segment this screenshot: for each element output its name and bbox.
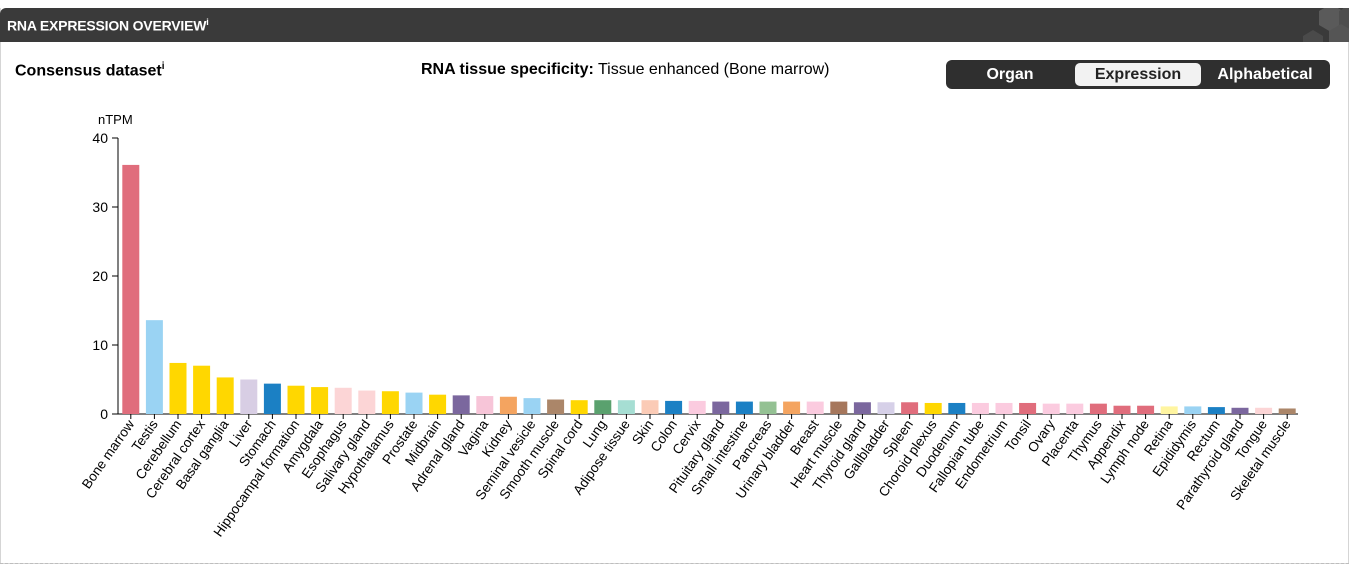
bar-epididymis[interactable] <box>1184 406 1202 414</box>
bar-prostate[interactable] <box>405 392 423 414</box>
bars <box>122 164 1296 415</box>
bar-liver[interactable] <box>240 379 258 415</box>
y-tick-label: 10 <box>92 337 108 353</box>
bar-placenta[interactable] <box>1066 403 1084 414</box>
bar-choroid-plexus[interactable] <box>924 402 942 414</box>
bar-heart-muscle[interactable] <box>830 401 848 414</box>
bar-lymph-node[interactable] <box>1137 405 1155 414</box>
bar-salivary-gland[interactable] <box>358 390 376 414</box>
bar-bone-marrow[interactable] <box>122 164 140 414</box>
bar-duodenum[interactable] <box>948 402 966 414</box>
bar-spinal-cord[interactable] <box>570 400 588 414</box>
bar-amygdala[interactable] <box>311 387 329 414</box>
bar-vagina[interactable] <box>476 396 494 414</box>
specificity-key: RNA tissue specificity: <box>421 61 594 78</box>
bar-adipose-tissue[interactable] <box>617 400 635 414</box>
bar-tonsil[interactable] <box>1019 402 1037 414</box>
sort-organ-button[interactable]: Organ <box>986 66 1034 83</box>
bar-fallopian-tube[interactable] <box>971 402 989 414</box>
specificity-value: Tissue enhanced (Bone marrow) <box>597 61 830 78</box>
y-tick-label: 40 <box>92 130 108 146</box>
panel-title-text: RNA EXPRESSION OVERVIEW <box>7 17 207 34</box>
y-tick-label: 20 <box>92 268 108 284</box>
bar-midbrain[interactable] <box>429 394 447 414</box>
bar-testis[interactable] <box>145 320 163 414</box>
y-axis: 0 10 20 30 40 <box>92 130 1298 422</box>
bar-appendix[interactable] <box>1113 405 1131 414</box>
bar-cervix[interactable] <box>688 400 706 414</box>
hexagon-decoration-icon <box>1303 8 1349 42</box>
bar-parathyroid-gland[interactable] <box>1231 407 1249 414</box>
bar-pancreas[interactable] <box>759 401 777 414</box>
bar-pituitary-gland[interactable] <box>712 401 730 414</box>
dataset-info-icon[interactable]: i <box>161 61 165 72</box>
y-tick-label: 0 <box>100 406 108 422</box>
dataset-label: Consensus dataseti <box>15 61 165 80</box>
bar-adrenal-gland[interactable] <box>452 395 470 414</box>
bar-thymus[interactable] <box>1089 403 1107 414</box>
sort-alphabetical-button[interactable]: Alphabetical <box>1217 66 1313 83</box>
panel-info-icon[interactable]: i <box>206 17 209 27</box>
bar-smooth-muscle[interactable] <box>547 399 565 414</box>
bottom-divider <box>0 563 1349 564</box>
bar-hypothalamus[interactable] <box>381 391 399 414</box>
bar-colon[interactable] <box>665 400 683 414</box>
bar-cerebellum[interactable] <box>169 362 187 414</box>
bar-cerebral-cortex[interactable] <box>193 365 211 414</box>
bar-skin[interactable] <box>641 400 659 414</box>
bar-retina[interactable] <box>1160 406 1178 414</box>
expression-bar-chart: nTPM 0 10 20 30 40 Bone marrowTestisCerebell… <box>79 112 1298 539</box>
bar-breast[interactable] <box>806 401 824 414</box>
y-axis-label: nTPM <box>98 112 133 127</box>
bar-ovary[interactable] <box>1042 403 1060 414</box>
dataset-label-text: Consensus dataset <box>15 62 162 80</box>
rna-tissue-specificity: RNA tissue specificity: Tissue enhanced … <box>421 61 829 79</box>
x-tick-label[interactable]: Bone marrow <box>79 417 137 492</box>
y-tick-label: 30 <box>92 199 108 215</box>
bar-skeletal-muscle[interactable] <box>1278 408 1296 414</box>
bar-thyroid-gland[interactable] <box>853 402 871 414</box>
bar-tongue[interactable] <box>1255 407 1273 414</box>
panel-title: RNA EXPRESSION OVERVIEWi <box>7 17 209 34</box>
bar-small-intestine[interactable] <box>735 401 753 414</box>
panel-header: RNA EXPRESSION OVERVIEWi <box>0 8 1349 42</box>
bar-gallbladder[interactable] <box>877 402 895 414</box>
sort-expression-button[interactable]: Expression <box>1075 63 1201 86</box>
bar-hippocampal-formation[interactable] <box>287 385 305 414</box>
bar-seminal-vesicle[interactable] <box>523 398 541 414</box>
bar-esophagus[interactable] <box>334 387 352 414</box>
sort-toggle: Organ Expression Alphabetical <box>946 60 1330 89</box>
bar-stomach[interactable] <box>263 383 281 414</box>
bar-basal-ganglia[interactable] <box>216 377 234 414</box>
bar-lung[interactable] <box>594 400 612 414</box>
bar-endometrium[interactable] <box>995 402 1013 414</box>
bar-rectum[interactable] <box>1207 407 1225 414</box>
bar-kidney[interactable] <box>499 396 517 414</box>
bar-spleen[interactable] <box>901 402 919 414</box>
bar-urinary-bladder[interactable] <box>783 401 801 414</box>
